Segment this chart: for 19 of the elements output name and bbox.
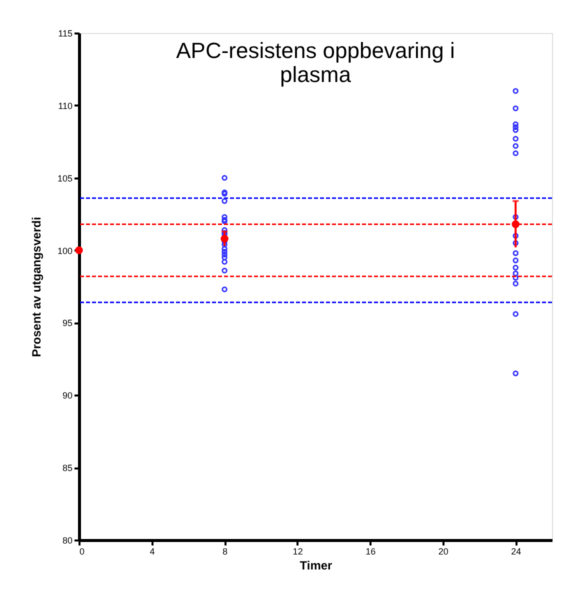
x-tick-label: 24	[511, 546, 522, 556]
x-tick-label: 4	[150, 546, 155, 556]
y-tick-label: 95	[62, 318, 72, 328]
x-axis-title: Timer	[300, 558, 333, 572]
y-tick-label: 110	[58, 100, 72, 111]
text: plasma	[280, 62, 351, 87]
x-tick-label: 8	[222, 546, 228, 556]
y-tick-label: 100	[57, 246, 72, 256]
y-tick-label: 90	[62, 390, 72, 401]
x-tick-label: 12	[292, 546, 303, 556]
y-tick-label: 105	[57, 173, 72, 184]
x-tick-label: 16	[366, 546, 376, 556]
text: APC-resistens oppbevaring i	[176, 38, 455, 63]
y-axis-title: Prosent av utgangsverdi	[29, 216, 44, 358]
x-tick-label: 0	[80, 546, 85, 556]
x-tick-label: 20	[438, 546, 448, 556]
y-tick-label: 85	[62, 463, 72, 474]
y-tick-label: 80	[62, 536, 72, 546]
y-tick-label: 115	[58, 28, 72, 38]
